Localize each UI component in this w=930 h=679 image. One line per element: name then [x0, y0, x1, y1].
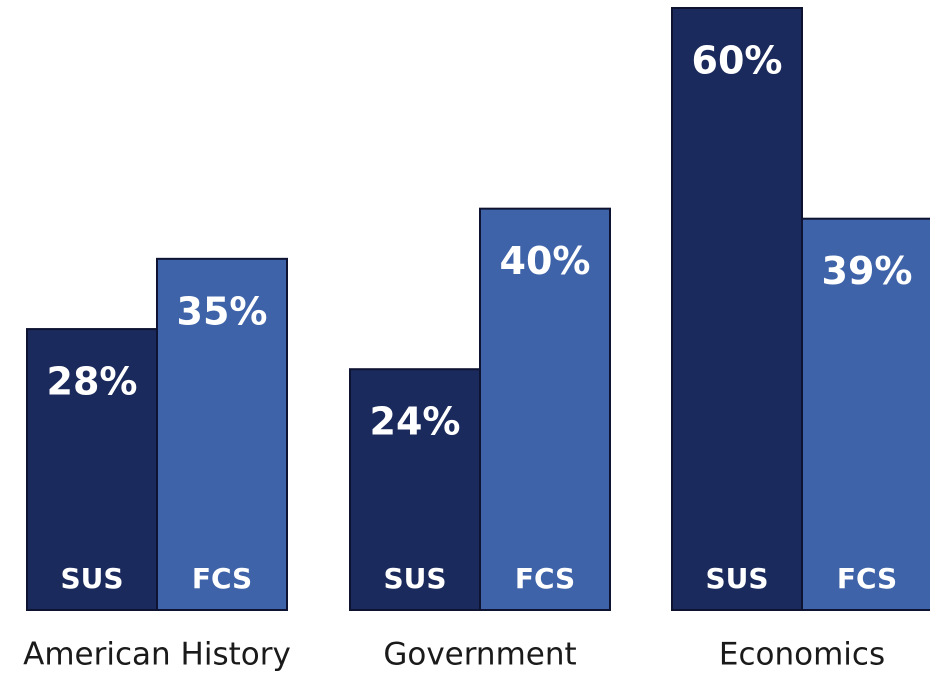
- category-label: Government: [383, 637, 576, 673]
- value-label: 35%: [177, 289, 268, 333]
- series-label: SUS: [383, 562, 446, 595]
- value-label: 39%: [822, 249, 913, 293]
- bar: [349, 368, 481, 612]
- bar: [26, 328, 158, 611]
- category-label: Economics: [719, 637, 885, 673]
- series-label: FCS: [192, 562, 252, 595]
- series-label: SUS: [705, 562, 768, 595]
- value-label: 60%: [692, 39, 783, 83]
- bar: [671, 7, 803, 611]
- series-label: FCS: [837, 562, 897, 595]
- value-label: 28%: [47, 360, 138, 404]
- series-label: SUS: [60, 562, 123, 595]
- bar: [801, 217, 930, 611]
- bar: [479, 207, 611, 612]
- value-label: 40%: [500, 239, 591, 283]
- bar: [156, 257, 288, 611]
- value-label: 24%: [370, 400, 461, 444]
- series-label: FCS: [515, 562, 575, 595]
- category-label: American History: [23, 637, 291, 673]
